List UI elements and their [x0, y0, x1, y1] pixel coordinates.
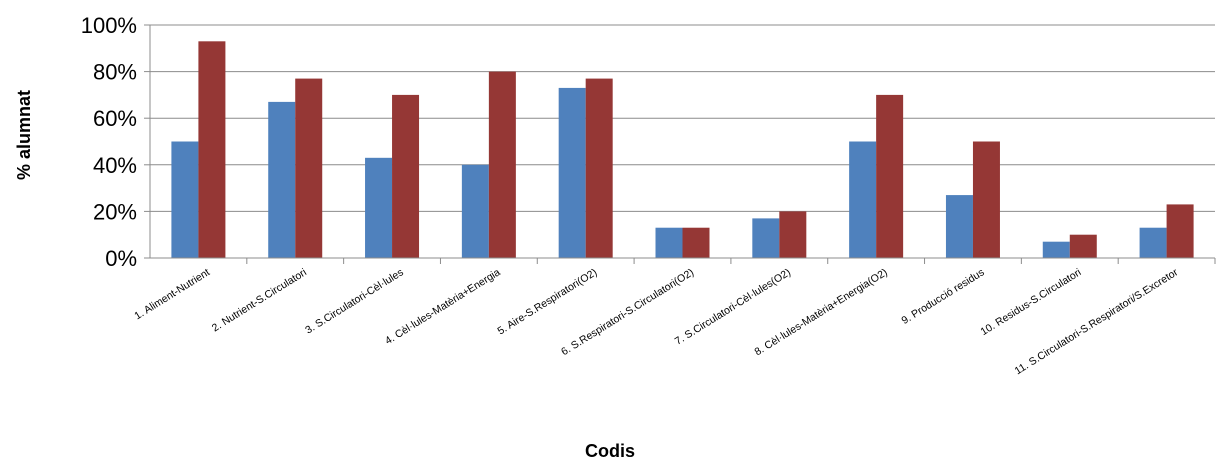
x-tick-label: 1. Aliment-Nutrient	[132, 266, 212, 322]
bar-series-2	[1166, 204, 1194, 258]
x-tick-label: 10. Residus-S.Circulatori	[979, 266, 1084, 338]
bar-series-1	[268, 101, 296, 258]
x-tick-label: 3. S.Circulatori-Cèl·lules	[303, 266, 405, 336]
bar-series-1	[171, 141, 199, 258]
bar-series-1	[1042, 241, 1070, 258]
bar-series-2	[972, 141, 1000, 258]
x-tick-label: 5. Aire-S.Respiratori(O2)	[495, 266, 599, 337]
bar-series-2	[682, 227, 710, 258]
x-tick-label: 11. S.Circulatori-S.Respiratori/S.Excret…	[1013, 266, 1181, 377]
bar-series-1	[945, 195, 973, 258]
bar-series-2	[876, 94, 904, 259]
bar-series-1	[461, 164, 489, 258]
bar-series-2	[585, 78, 613, 258]
x-axis-title: Codis	[585, 441, 635, 461]
gridlines	[144, 24, 1215, 259]
y-tick-label: 80%	[93, 60, 137, 85]
bar-series-1	[849, 141, 877, 258]
bar-series-1	[655, 227, 683, 258]
bar-series-1	[752, 218, 780, 258]
y-tick-label: 100%	[81, 13, 137, 38]
bar-series-1	[558, 87, 586, 258]
y-tick-label: 20%	[93, 199, 137, 224]
axes	[149, 25, 1216, 264]
bar-series-2	[392, 94, 420, 259]
y-tick-label: 60%	[93, 106, 137, 131]
y-axis-title: % alumnat	[14, 90, 34, 180]
bar-series-2	[198, 41, 226, 259]
bar-series-2	[295, 78, 323, 258]
bar-series-1	[365, 157, 393, 258]
bar-series-2	[1069, 234, 1097, 258]
x-tick-label: 9. Producció residus	[900, 266, 987, 327]
x-tick-label: 2. Nutrient-S.Circulatori	[210, 266, 309, 334]
y-tick-label: 0%	[105, 246, 137, 271]
bars	[171, 41, 1194, 259]
y-tick-labels: 0% 20% 40% 60% 80% 100%	[81, 13, 137, 271]
bar-series-2	[488, 71, 516, 258]
bar-series-2	[779, 211, 807, 258]
y-tick-label: 40%	[93, 153, 137, 178]
bar-series-1	[1139, 227, 1167, 258]
